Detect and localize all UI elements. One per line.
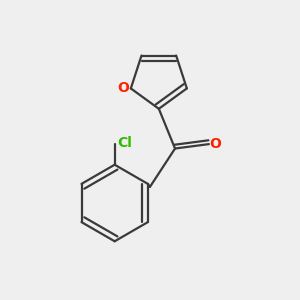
Text: Cl: Cl [118, 136, 133, 150]
Text: O: O [209, 136, 221, 151]
Text: O: O [118, 81, 129, 95]
